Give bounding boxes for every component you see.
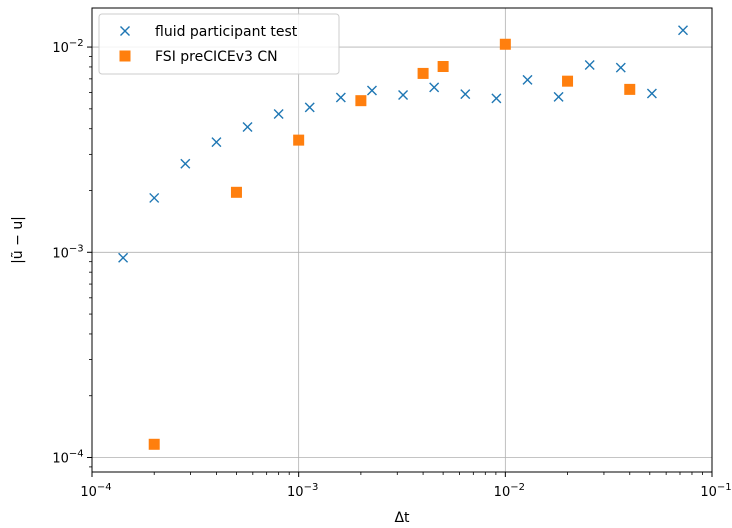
legend: fluid participant test FSI preCICEv3 CN	[98, 13, 340, 75]
square-marker-point	[562, 75, 574, 87]
tick-labels: 10−4 10−3 10−2 10−1 10−4 10−3 10−2	[52, 38, 731, 500]
x-tick-label: 10−2	[494, 482, 525, 500]
plot-frame	[91, 7, 713, 473]
x-marker-point	[180, 158, 191, 169]
x-marker-point	[398, 90, 409, 100]
square-marker-point	[499, 38, 511, 50]
square-marker-point	[230, 186, 242, 198]
x-tick-label: 10−4	[80, 482, 111, 500]
x-marker-point	[304, 102, 315, 113]
legend-marker	[119, 50, 131, 62]
x-marker-point	[242, 121, 253, 132]
x-marker-point	[522, 74, 533, 85]
y-tick-label: 10−2	[52, 38, 83, 56]
x-marker-point	[491, 93, 502, 104]
x-marker-point	[335, 92, 346, 103]
legend-label: fluid participant test	[155, 24, 298, 40]
y-tick-label: 10−4	[52, 449, 83, 467]
x-marker-point	[429, 82, 440, 93]
y-tick-label: 10−3	[52, 243, 83, 261]
major-ticks	[87, 46, 713, 477]
y-axis-label: |ũ − u|	[10, 216, 26, 264]
square-marker-point	[624, 83, 636, 95]
x-marker-point	[366, 85, 377, 96]
square-marker-point	[148, 438, 160, 450]
x-tick-label: 10−3	[287, 482, 318, 500]
x-marker-point	[646, 88, 657, 99]
legend-label: FSI preCICEv3 CN	[155, 49, 278, 65]
square-marker-point	[355, 95, 367, 107]
legend-box	[98, 13, 340, 75]
x-marker-point	[615, 62, 626, 73]
x-axis-label: Δt	[394, 510, 410, 526]
x-marker-point	[149, 192, 160, 203]
square-marker-point	[437, 61, 449, 73]
series-layer	[118, 25, 689, 450]
x-marker-point	[273, 108, 284, 119]
x-marker-point	[211, 137, 222, 148]
x-tick-label: 10−1	[700, 482, 731, 500]
x-marker-point	[118, 252, 129, 263]
legend-marker	[120, 26, 130, 36]
square-marker-point	[293, 134, 305, 146]
x-marker-point	[553, 91, 564, 102]
x-marker-point	[460, 89, 471, 100]
series-2	[148, 38, 636, 450]
x-marker-point	[584, 59, 595, 70]
series-1	[118, 25, 689, 263]
square-marker-point	[417, 67, 429, 79]
x-marker-point	[678, 25, 689, 36]
